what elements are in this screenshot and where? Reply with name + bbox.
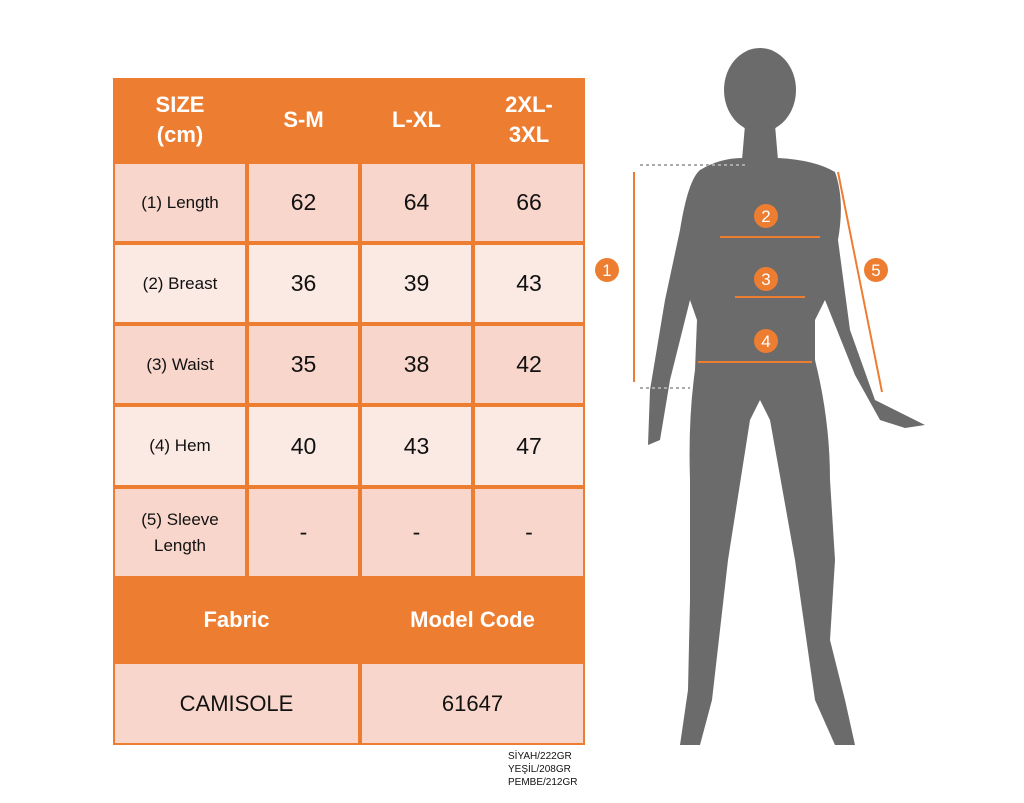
size-value-cell: -: [473, 487, 585, 578]
row-label: (1) Length: [113, 162, 247, 243]
header-s-m: S-M: [283, 107, 324, 132]
weight-notes: SİYAH/222GR YEŞİL/208GR PEMBE/212GR: [508, 750, 577, 789]
sleeve-arrow: [837, 171, 883, 393]
model-code-header: Model Code: [410, 607, 535, 632]
size-value-cell: 43: [473, 243, 585, 324]
size-value-cell: -: [247, 487, 360, 578]
row-label: (2) Breast: [113, 243, 247, 324]
fabric-value: CAMISOLE: [113, 662, 360, 745]
fabric-header: Fabric: [203, 607, 270, 632]
size-value-cell: -: [360, 487, 473, 578]
header-l-xl: L-XL: [392, 107, 441, 132]
silhouette-icon: [648, 48, 925, 745]
note-line: YEŞİL/208GR: [508, 764, 571, 775]
marker-1: 1: [602, 261, 611, 280]
row-label: (4) Hem: [113, 405, 247, 487]
header-size: SIZE (cm): [155, 92, 205, 147]
body-silhouette-figure: 1 2 3 4 5: [595, 48, 925, 745]
marker-5: 5: [871, 261, 880, 280]
size-value-cell: 35: [247, 324, 360, 405]
size-value-cell: 66: [473, 162, 585, 243]
size-value-cell: 43: [360, 405, 473, 487]
size-value-cell: 62: [247, 162, 360, 243]
size-value-cell: 64: [360, 162, 473, 243]
marker-3: 3: [761, 270, 770, 289]
size-value-cell: 36: [247, 243, 360, 324]
size-value-cell: 40: [247, 405, 360, 487]
marker-2: 2: [761, 207, 770, 226]
marker-4: 4: [761, 332, 770, 351]
row-label: (3) Waist: [113, 324, 247, 405]
model-code-value: 61647: [360, 662, 585, 745]
header-2xl-3xl: 2XL- 3XL: [505, 92, 553, 147]
note-line: SİYAH/222GR: [508, 751, 572, 762]
size-value-cell: 47: [473, 405, 585, 487]
size-value-cell: 39: [360, 243, 473, 324]
size-value-cell: 42: [473, 324, 585, 405]
row-label: (5) Sleeve Length: [113, 487, 247, 578]
size-value-cell: 38: [360, 324, 473, 405]
note-line: PEMBE/212GR: [508, 777, 578, 788]
size-chart-table: SIZE (cm) S-M L-XL 2XL- 3XL (1) Length 62…: [113, 78, 585, 745]
